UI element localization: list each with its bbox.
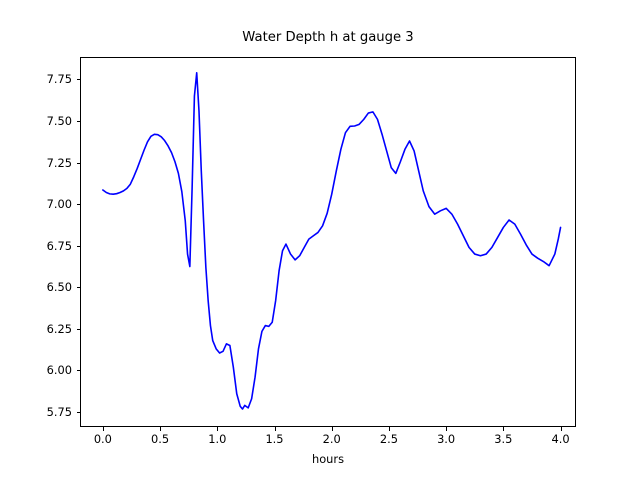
y-tick-label: 7.00 (46, 197, 72, 212)
x-tick-label: 0.0 (93, 432, 112, 446)
x-tick-mark (446, 427, 448, 431)
x-tick-label: 2.0 (322, 432, 341, 446)
x-tick-mark (503, 427, 505, 431)
x-tick-mark (560, 427, 562, 431)
y-tick-mark (76, 204, 80, 206)
y-tick-mark (76, 79, 80, 81)
plot-area (76, 57, 576, 431)
y-axis-tick-labels: 5.75 6.00 6.25 6.50 6.75 7.00 7.25 7.50 7.75 (30, 57, 72, 427)
x-tick-label: 1.0 (208, 432, 227, 446)
y-tick-label: 7.25 (46, 155, 72, 170)
x-tick-label: 0.5 (151, 432, 170, 446)
y-tick-mark (76, 121, 80, 123)
y-tick-mark (76, 370, 80, 372)
y-tick-mark (76, 328, 80, 330)
y-tick-label: 6.50 (46, 280, 72, 295)
x-axis-tick-labels: 0.0 0.5 1.0 1.5 2.0 2.5 3.0 3.5 4.0 (80, 432, 576, 450)
y-tick-label: 6.75 (46, 238, 72, 253)
x-tick-mark (331, 427, 333, 431)
y-tick-mark (76, 245, 80, 247)
x-tick-label: 1.5 (265, 432, 284, 446)
x-tick-mark (160, 427, 162, 431)
x-tick-mark (102, 427, 104, 431)
water-depth-line (102, 72, 562, 410)
y-tick-label: 6.25 (46, 321, 72, 336)
x-tick-label: 2.5 (379, 432, 398, 446)
x-tick-label: 3.0 (437, 432, 456, 446)
data-curve (102, 72, 562, 410)
y-tick-mark (76, 287, 80, 289)
x-tick-mark (274, 427, 276, 431)
x-tick-label: 3.5 (494, 432, 513, 446)
chart-title: Water Depth h at gauge 3 (242, 30, 414, 45)
x-axis-label: hours (311, 452, 345, 466)
y-tick-mark (76, 162, 80, 164)
y-tick-mark (76, 412, 80, 414)
y-tick-label: 7.75 (46, 72, 72, 87)
x-tick-mark (217, 427, 219, 431)
y-tick-label: 5.75 (46, 405, 72, 420)
x-tick-label: 4.0 (551, 432, 570, 446)
x-tick-mark (388, 427, 390, 431)
y-tick-label: 7.50 (46, 114, 72, 129)
y-tick-label: 6.00 (46, 363, 72, 378)
